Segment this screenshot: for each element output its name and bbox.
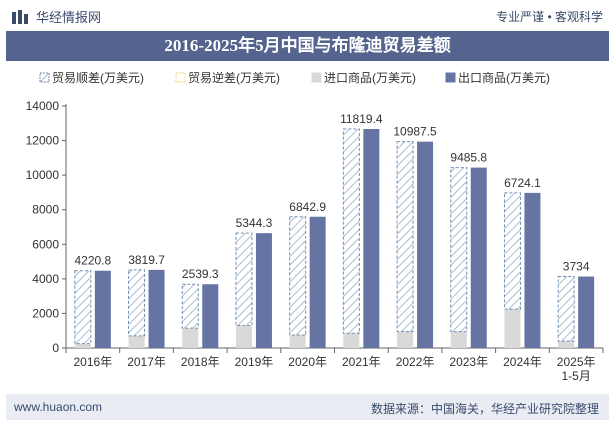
surplus-bar (128, 269, 146, 337)
export-bar (255, 233, 272, 348)
surplus-bar (74, 270, 92, 345)
legend-item-2: 进口商品(万美元) (311, 70, 416, 85)
import-bar (343, 333, 360, 348)
legend-item-1: 贸易逆差(万美元) (175, 70, 280, 85)
data-label: 2539.3 (182, 267, 219, 281)
legend-item-0: 贸易顺差(万美元) (39, 71, 144, 85)
legend-label: 贸易逆差(万美元) (188, 70, 280, 85)
y-tick-label: 4000 (32, 272, 59, 286)
bar-chart: 贸易顺差(万美元) 贸易逆差(万美元) 进口商品(万美元) 出口商品(万美元) 0 20… (26, 70, 604, 383)
legend: 贸易顺差(万美元) 贸易逆差(万美元) 进口商品(万美元) 出口商品(万美元) (39, 70, 550, 85)
x-tick-label: 2018年 (181, 355, 220, 369)
import-bar (504, 309, 521, 348)
y-tick-label: 8000 (32, 203, 59, 217)
export-bar (94, 270, 111, 348)
import-bar (558, 341, 575, 348)
data-source: 数据来源：中国海关，华经产业研究院整理 (370, 402, 599, 416)
surplus-bar (557, 276, 575, 342)
data-label: 3819.7 (128, 253, 165, 267)
x-tick-label: 2024年 (503, 355, 542, 369)
export-bar (309, 216, 326, 348)
surplus-bar (181, 283, 199, 329)
export-bar (470, 167, 487, 348)
import-bar (128, 335, 145, 348)
brand-tags: 专业严谨 • 客观科学 (496, 10, 603, 24)
export-bar (363, 129, 380, 348)
legend-swatch (311, 72, 322, 83)
legend-label: 贸易顺差(万美元) (52, 71, 144, 85)
legend-item-3: 出口商品(万美元) (445, 70, 550, 85)
x-tick-label: 2017年 (127, 355, 166, 369)
data-label: 11819.4 (340, 112, 383, 126)
import-bar (450, 331, 467, 348)
surplus-bar (289, 216, 307, 336)
website-link[interactable]: www.huaon.com (14, 400, 103, 414)
data-label: 3734 (563, 260, 590, 274)
surplus-bar (396, 141, 414, 333)
export-bar (524, 192, 541, 348)
data-label: 6724.1 (504, 176, 541, 190)
x-tick-label: 2019年 (235, 355, 274, 369)
import-bar (74, 343, 91, 348)
y-tick-label: 6000 (32, 237, 59, 251)
legend-label: 出口商品(万美元) (458, 70, 550, 85)
y-tick-label: 2000 (32, 306, 59, 320)
export-bar (148, 269, 165, 348)
brand: 华经情报网 (12, 7, 101, 26)
x-tick-label: 2025年 (557, 355, 596, 369)
y-tick-label: 12000 (26, 134, 60, 148)
bars (74, 128, 595, 348)
y-tick-label: 14000 (26, 99, 60, 113)
brand-name: 华经情报网 (36, 10, 102, 25)
legend-swatch (445, 72, 456, 83)
data-label: 6842.9 (289, 200, 326, 214)
data-label: 5344.3 (236, 216, 273, 230)
export-bar (417, 141, 434, 348)
surplus-bar (450, 167, 468, 333)
legend-swatch (175, 72, 186, 83)
y-tick-label: 10000 (26, 168, 60, 182)
x-tick-label: 2023年 (449, 355, 488, 369)
top-bar: 华经情报网 专业严谨 • 客观科学 (0, 0, 615, 30)
chart-area: 贸易顺差(万美元) 贸易逆差(万美元) 进口商品(万美元) 出口商品(万美元) 0 20… (0, 62, 615, 392)
chart-title: 2016-2025年5月中国与布隆迪贸易差额 (6, 31, 609, 61)
x-tick-label: 2020年 (288, 355, 327, 369)
x-tick-label: 2016年 (73, 355, 112, 369)
import-bar (235, 325, 252, 348)
brand-logo-icon (12, 9, 28, 24)
x-tick-label: 1-5月 (561, 369, 590, 383)
legend-swatch (39, 72, 50, 83)
data-labels: 4220.8 3819.7 2539.3 5344.3 6842.9 11819.4 109… (74, 112, 589, 281)
export-bar (578, 276, 595, 348)
import-bar (397, 331, 414, 348)
surplus-bar (342, 128, 360, 334)
import-bar (182, 328, 199, 348)
surplus-bar (235, 232, 253, 327)
data-label: 9485.8 (450, 151, 487, 165)
data-label: 10987.5 (393, 125, 437, 139)
legend-label: 进口商品(万美元) (324, 70, 416, 85)
footer: www.huaon.com 数据来源：中国海关，华经产业研究院整理 (6, 394, 609, 420)
data-label: 4220.8 (74, 254, 111, 268)
x-tick-label: 2021年 (342, 355, 381, 369)
surplus-bar (503, 192, 521, 310)
y-tick-label: 0 (52, 341, 59, 355)
export-bar (202, 284, 219, 348)
import-bar (289, 335, 306, 348)
x-tick-label: 2022年 (396, 355, 435, 369)
